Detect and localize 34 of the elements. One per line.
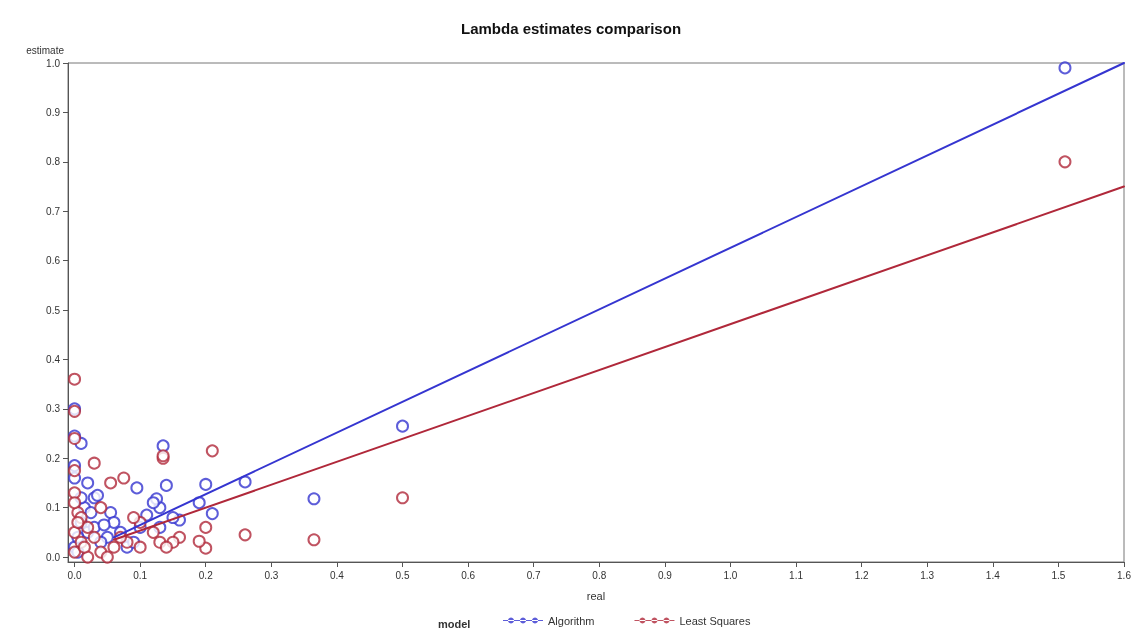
x-tick-label: 1.2 bbox=[854, 569, 870, 581]
x-tick-label: 0.6 bbox=[461, 569, 476, 581]
y-axis-title: estimate bbox=[26, 44, 65, 56]
x-tick-label: 0.7 bbox=[526, 569, 542, 581]
x-tick-label: 0.5 bbox=[395, 569, 410, 581]
legend-label: Algorithm bbox=[548, 614, 595, 627]
x-tick-label: 1.3 bbox=[920, 569, 935, 581]
x-tick-label: 0.4 bbox=[329, 569, 345, 581]
y-tick-label: 1.0 bbox=[46, 57, 61, 69]
legend-label: Least Squares bbox=[679, 614, 751, 627]
y-tick-label: 0.9 bbox=[46, 106, 61, 118]
y-tick-label: 0.1 bbox=[46, 502, 61, 514]
y-tick-label: 0.6 bbox=[46, 255, 61, 267]
x-tick-label: 0.8 bbox=[592, 569, 607, 581]
y-tick-label: 0.7 bbox=[46, 205, 61, 217]
y-tick-label: 0.0 bbox=[46, 551, 61, 563]
x-tick-label: 1.0 bbox=[723, 569, 738, 581]
x-tick-label: 0.9 bbox=[657, 569, 673, 581]
chart-title: Lambda estimates comparison bbox=[460, 20, 682, 37]
y-tick-label: 0.4 bbox=[46, 353, 61, 365]
x-axis-title: real bbox=[586, 589, 606, 602]
x-tick-label: 1.4 bbox=[985, 569, 1001, 581]
x-tick-label: 0.1 bbox=[133, 569, 148, 581]
y-tick-label: 0.3 bbox=[46, 403, 61, 415]
x-tick-label: 0.3 bbox=[264, 569, 279, 581]
x-tick-label: 1.6 bbox=[1117, 569, 1132, 581]
legend-title: model bbox=[438, 617, 471, 630]
y-tick-label: 0.5 bbox=[46, 304, 61, 316]
x-tick-label: 1.1 bbox=[789, 569, 804, 581]
x-tick-label: 0.2 bbox=[198, 569, 214, 581]
y-tick-label: 0.8 bbox=[46, 156, 61, 168]
x-tick-label: 0.0 bbox=[67, 569, 82, 581]
y-tick-label: 0.2 bbox=[46, 452, 61, 464]
x-tick-label: 1.5 bbox=[1051, 569, 1066, 581]
